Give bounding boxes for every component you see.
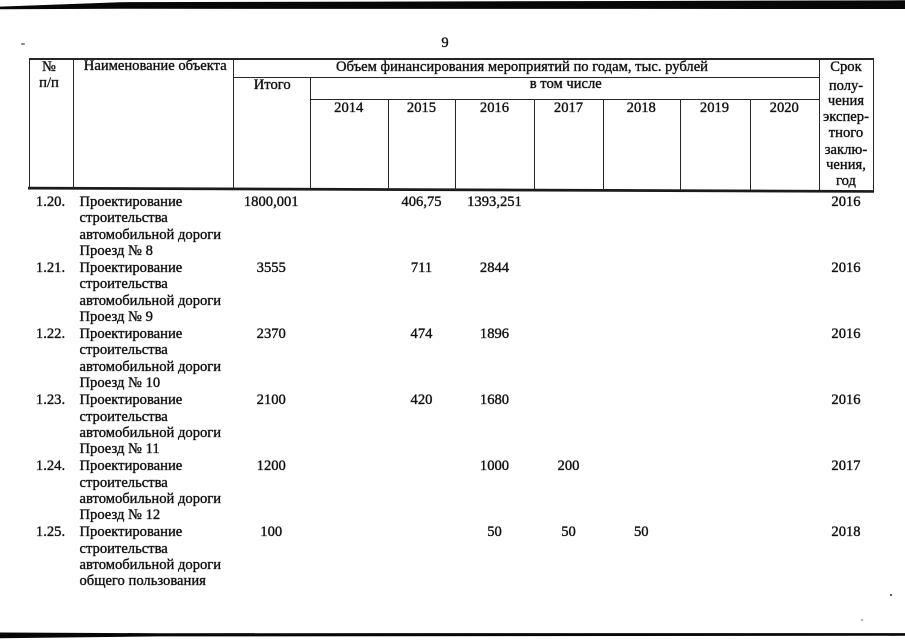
cell-y2016: 1680: [479, 392, 510, 409]
cell-total: 2370: [256, 326, 286, 343]
cell-name: Проектирование строительства автомобильн…: [79, 260, 222, 325]
header-term-line: чения,: [826, 157, 866, 174]
header-term-line: полу-: [828, 77, 864, 94]
col-line-2020-term: [819, 58, 821, 191]
header-bottom-border: [28, 186, 874, 193]
header-name: Наименование объекта: [83, 58, 227, 75]
header-total: Итого: [253, 76, 291, 93]
cell-term: 2016: [831, 194, 861, 211]
header-term-line: экспер-: [823, 108, 869, 125]
header-term-line: тного: [828, 125, 864, 142]
col-line-num-name: [72, 58, 74, 189]
scan-speck-faint: [860, 618, 863, 621]
cell-y2016: 50: [487, 524, 502, 541]
cell-term: 2016: [831, 392, 861, 409]
cell-total: 2100: [256, 392, 286, 409]
cell-y2015: 474: [410, 326, 433, 343]
cell-name: Проектирование строительства автомобильн…: [79, 194, 222, 259]
header-term-line: Срок: [830, 58, 862, 75]
table-left-border: [28, 58, 30, 189]
col-line-2015-2016: [455, 98, 457, 190]
header-num: № п/п: [39, 58, 59, 92]
cell-y2016: 1393,251: [467, 194, 522, 211]
cell-num: 1.22.: [35, 326, 66, 343]
cell-name: Проектирование строительства автомобильн…: [79, 326, 222, 391]
col-line-2014-2015: [388, 98, 390, 190]
cell-name: Проектирование строительства автомобильн…: [79, 458, 222, 524]
col-line-name-total: [233, 58, 235, 189]
cell-name: Проектирование строительства автомобильн…: [79, 524, 222, 590]
header-year-2014: 2014: [334, 100, 364, 116]
scan-speck-left: [20, 43, 26, 45]
cell-total: 100: [260, 524, 283, 541]
cell-y2015: 420: [410, 392, 433, 409]
cell-total: 3555: [256, 260, 286, 277]
cell-y2017: 50: [561, 524, 576, 541]
cell-y2017: 200: [557, 458, 580, 475]
page-number: 9: [441, 34, 449, 51]
cell-term: 2016: [831, 326, 861, 343]
cell-y2016: 1000: [479, 458, 510, 475]
scan-speck-dot: [890, 593, 893, 597]
cell-num: 1.23.: [35, 392, 66, 409]
cell-y2015: 711: [410, 260, 433, 277]
page-top-scan-bar: [0, 0, 905, 10]
col-line-2018-2019: [679, 98, 681, 190]
col-line-2016-2017: [534, 98, 536, 190]
header-year-2018: 2018: [626, 100, 656, 116]
header-year-2019: 2019: [699, 100, 730, 116]
header-year-2020: 2020: [769, 100, 799, 116]
cell-y2015: 406,75: [401, 194, 442, 211]
col-line-total-2014: [309, 76, 311, 190]
cell-num: 1.25.: [35, 524, 66, 541]
cell-num: 1.21.: [35, 260, 66, 277]
header-year-2017: 2017: [553, 100, 584, 116]
cell-term: 2018: [831, 524, 861, 541]
col-line-2017-2018: [603, 98, 605, 190]
header-financing: Объем финансирования мероприятий по года…: [336, 59, 708, 76]
cell-num: 1.24.: [35, 458, 66, 475]
cell-term: 2017: [831, 458, 861, 475]
cell-term: 2016: [831, 260, 861, 277]
table-top-border: [28, 58, 873, 61]
header-term-line: чения: [827, 93, 865, 110]
header-year-2015: 2015: [406, 100, 437, 116]
page-bottom-scan-bar: [0, 632, 905, 639]
header-year-2016: 2016: [479, 100, 510, 116]
cell-total: 1800,001: [243, 194, 299, 211]
cell-name: Проектирование строительства автомобильн…: [79, 392, 222, 458]
cell-y2016: 1896: [479, 326, 510, 343]
cell-num: 1.20.: [35, 194, 66, 211]
cell-total: 1200: [256, 458, 286, 475]
header-including: в том числе: [529, 76, 602, 93]
cell-y2018: 50: [633, 524, 649, 541]
financing-underline: [233, 76, 819, 79]
header-term-line: год: [836, 173, 856, 190]
including-underline: [309, 98, 819, 101]
cell-y2016: 2844: [479, 260, 510, 277]
table-right-border: [872, 58, 874, 192]
col-line-2019-2020: [749, 98, 751, 190]
header-term-line: заклю-: [824, 141, 868, 158]
